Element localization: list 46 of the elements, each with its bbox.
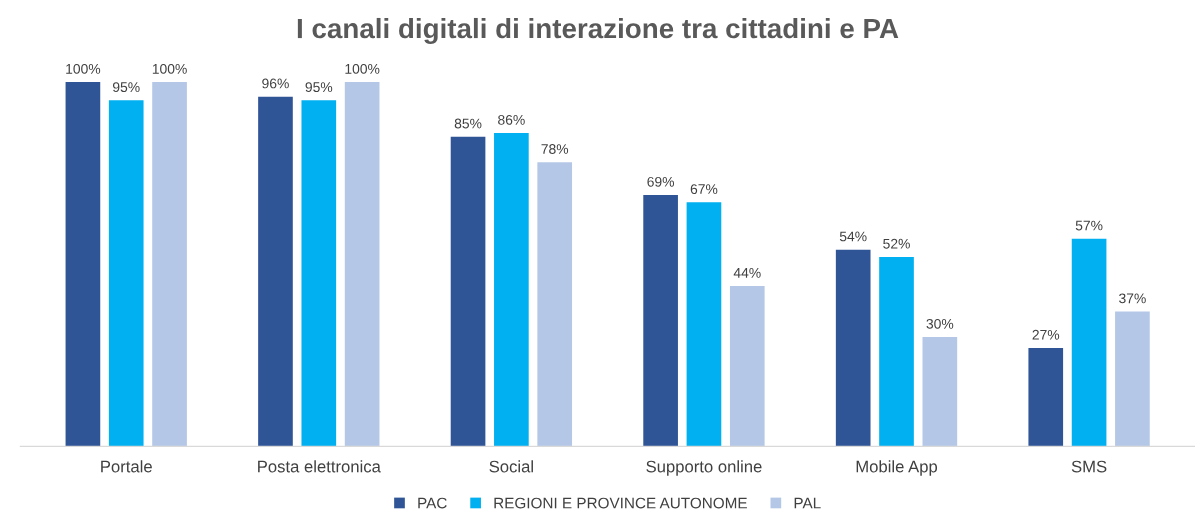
data-label: 52% [883, 238, 910, 249]
bar [301, 100, 337, 447]
data-label: 69% [647, 176, 675, 187]
chart-title: I canali digitali di interazione tra cittadini e PA [297, 17, 899, 44]
x-tick-label: Mobile App [856, 460, 938, 476]
data-label: 86% [498, 114, 525, 125]
x-tick-label: Portale [101, 460, 152, 473]
data-label: 78% [541, 144, 569, 154]
bar [258, 96, 293, 447]
bar [152, 82, 187, 447]
data-label: 67% [690, 184, 718, 194]
data-label: 54% [839, 231, 867, 242]
bar [1028, 348, 1064, 447]
bar [686, 202, 722, 447]
bar [922, 337, 958, 447]
legend-label: PAL [794, 497, 821, 509]
bar [494, 133, 529, 447]
data-label: 100% [345, 63, 380, 74]
data-label: 30% [926, 318, 954, 329]
bar [450, 136, 486, 447]
legend-label: PAC [418, 497, 447, 509]
x-tick-label: Social [489, 460, 533, 473]
data-label: 37% [1119, 293, 1146, 304]
bar [65, 82, 101, 447]
data-label: 95% [112, 82, 140, 93]
data-label: 44% [733, 268, 761, 278]
x-tick-label: Supporto online [646, 460, 762, 476]
data-label: 95% [305, 82, 333, 93]
bar [344, 82, 380, 447]
bar [1115, 311, 1150, 447]
legend-label: REGIONI E PROVINCE AUTONOME [494, 497, 747, 509]
bar [537, 162, 573, 447]
data-label: 85% [454, 118, 482, 129]
data-label: 27% [1032, 329, 1060, 340]
data-label: 96% [262, 78, 289, 89]
bar [879, 256, 914, 447]
data-label: 57% [1075, 220, 1103, 231]
data-label: 100% [66, 63, 101, 74]
x-tick-label: SMS [1071, 460, 1107, 473]
bar [643, 195, 678, 447]
data-label: 100% [152, 63, 187, 74]
bar [729, 286, 765, 447]
bar [1071, 238, 1107, 447]
x-tick-label: Posta elettronica [258, 460, 381, 473]
bar [835, 249, 871, 447]
bar [108, 100, 144, 447]
